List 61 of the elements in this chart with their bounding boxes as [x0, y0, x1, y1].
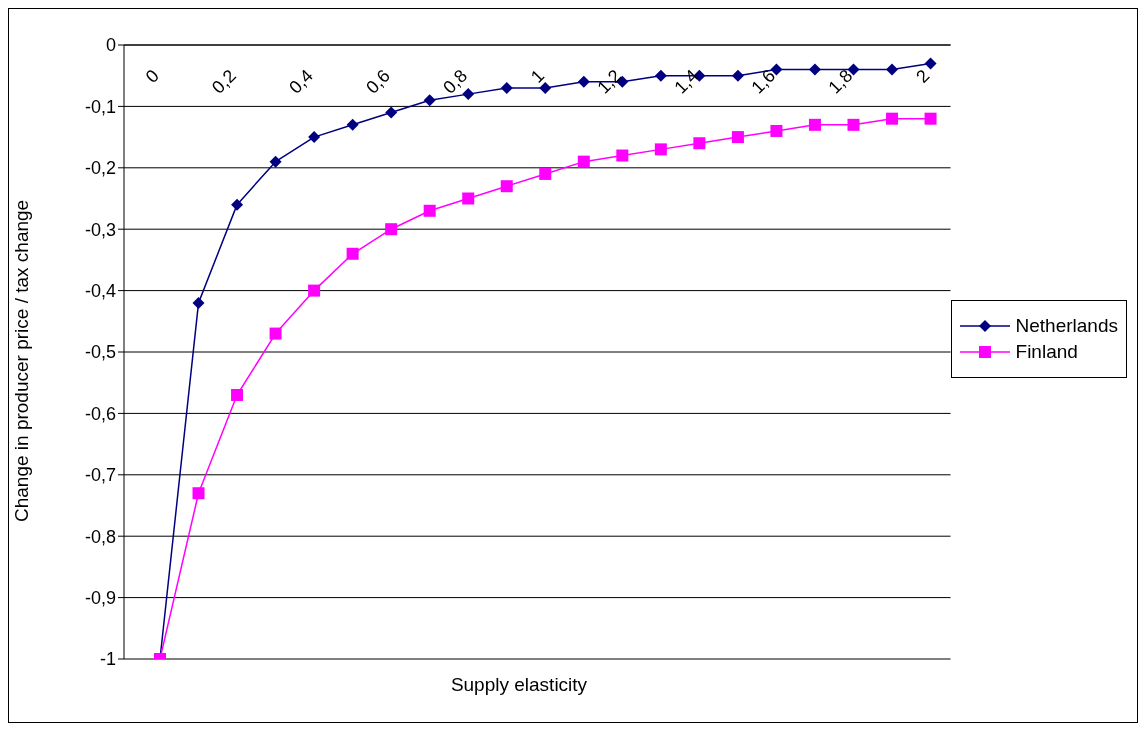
x-tick-label: 1,6 — [747, 65, 780, 98]
y-tick-label: -0,3 — [84, 219, 116, 240]
point — [385, 106, 398, 119]
point — [423, 94, 436, 107]
x-tick-label: 1,4 — [670, 65, 703, 98]
x-axis-title: Supply elasticity — [449, 674, 589, 696]
point — [654, 143, 667, 156]
point — [731, 131, 744, 144]
x-tick-label: 2 — [912, 65, 934, 87]
point — [808, 118, 821, 131]
point — [577, 75, 590, 88]
point — [693, 137, 706, 150]
x-tick-label: 1,2 — [593, 65, 626, 98]
point — [269, 155, 282, 168]
point — [847, 118, 860, 131]
y-tick-label: -0,2 — [84, 158, 116, 179]
y-axis-title: Change in producer price / tax change — [10, 199, 32, 522]
y-tick-label: -0,1 — [84, 96, 116, 117]
x-tick-label: 0,4 — [285, 65, 317, 98]
point — [308, 131, 321, 144]
point — [924, 57, 937, 70]
point — [616, 149, 629, 162]
point — [924, 112, 937, 125]
x-tick-label: 1 — [526, 65, 549, 87]
point — [808, 63, 821, 76]
x-tick-label: 0,2 — [208, 65, 240, 98]
point — [385, 223, 398, 236]
x-tick-label: 0,8 — [439, 65, 472, 98]
point — [577, 155, 590, 168]
point — [731, 69, 744, 82]
y-tick-label: -0,4 — [84, 280, 116, 301]
point — [500, 180, 513, 193]
y-tick-label: -0,6 — [84, 403, 116, 424]
point — [192, 296, 205, 309]
point — [462, 192, 475, 205]
y-tick-label: 0 — [105, 35, 116, 56]
legend-label: Finland — [1015, 341, 1078, 363]
point — [231, 388, 244, 401]
point — [231, 198, 244, 211]
y-tick-label: -0,8 — [84, 526, 116, 547]
point — [886, 112, 899, 125]
point — [886, 63, 899, 76]
point — [308, 284, 321, 297]
point — [500, 81, 513, 94]
point — [346, 118, 359, 131]
point — [770, 124, 783, 137]
x-tick-label: 0 — [141, 65, 163, 87]
point — [192, 487, 205, 500]
point — [654, 69, 667, 82]
y-tick-label: -0,9 — [84, 587, 116, 608]
point — [423, 204, 436, 217]
y-tick-label: -0,5 — [84, 342, 116, 363]
y-tick-label: -1 — [99, 649, 116, 670]
x-tick-label: 1,8 — [824, 65, 857, 98]
point — [539, 167, 552, 180]
legend-label: Netherlands — [1015, 315, 1118, 337]
point — [269, 327, 282, 340]
y-tick-label: -0,7 — [84, 465, 116, 486]
point — [346, 247, 359, 260]
point — [539, 81, 552, 94]
x-tick-label: 0,6 — [362, 65, 394, 98]
